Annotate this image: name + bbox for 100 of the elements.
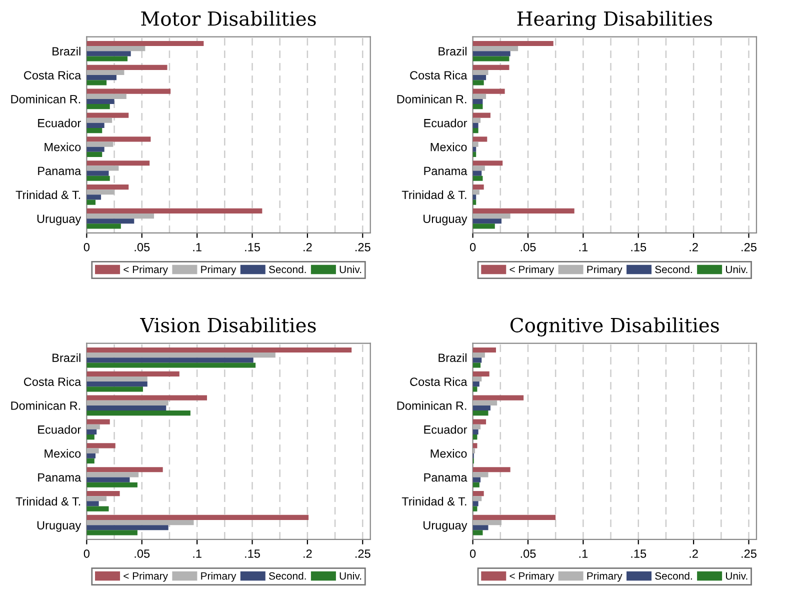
bar — [86, 56, 128, 62]
y-tick-label: Mexico — [44, 449, 81, 458]
bar — [86, 122, 104, 128]
x-tick-label: .2 — [304, 242, 312, 252]
legend-label: Second. — [655, 572, 692, 580]
y-tick-label: Uruguay — [424, 214, 468, 226]
y-tick-label: Brazil — [52, 46, 80, 56]
bar — [86, 51, 131, 56]
legend-label: Univ. — [726, 572, 748, 580]
bar — [472, 429, 478, 434]
y-tick-label: Panama — [38, 473, 82, 482]
bar — [86, 194, 102, 200]
bar — [86, 160, 150, 166]
x-tick-label: .1 — [193, 243, 202, 252]
x-tick-label: .1 — [579, 550, 588, 558]
bar — [472, 482, 480, 488]
bar — [86, 467, 163, 472]
bar — [472, 46, 518, 52]
y-tick-label: Uruguay — [37, 521, 82, 532]
bar — [472, 352, 485, 358]
bar — [86, 104, 110, 110]
bar — [86, 458, 94, 464]
bar — [472, 520, 502, 526]
y-tick-label: Mexico — [44, 142, 81, 152]
bar — [86, 112, 129, 118]
x-tick-label: .05 — [520, 242, 536, 252]
bar — [472, 208, 574, 214]
x-tick-label: .15 — [245, 550, 260, 558]
bar — [86, 170, 109, 176]
x-tick-label: .2 — [690, 242, 698, 252]
y-tick-label: Ecuador — [38, 118, 81, 128]
legend-label: Primary — [201, 265, 236, 276]
bar — [472, 75, 486, 80]
bar — [86, 477, 130, 482]
x-tick-label: 0 — [470, 242, 476, 252]
bar — [472, 448, 476, 454]
bar — [86, 362, 256, 368]
bar — [472, 142, 478, 147]
y-tick-label: Trinidad & T. — [16, 496, 80, 506]
x-tick-label: .25 — [356, 242, 370, 252]
chart-title: Vision Disabilities — [140, 317, 316, 332]
bar — [86, 200, 96, 205]
bar — [86, 443, 116, 448]
bar — [472, 136, 488, 142]
bar — [472, 128, 478, 134]
legend-label: < Primary — [124, 265, 168, 276]
bar — [86, 352, 276, 358]
bar — [472, 410, 488, 416]
bar — [86, 98, 114, 104]
bar — [86, 184, 129, 190]
bar — [472, 501, 478, 506]
bar — [472, 506, 478, 512]
legend-label: Univ. — [726, 265, 748, 274]
x-tick-label: 0 — [470, 549, 476, 558]
bar — [472, 371, 490, 376]
bar — [472, 491, 484, 496]
x-tick-label: .05 — [134, 549, 150, 558]
bar — [472, 166, 485, 171]
bar — [472, 176, 483, 181]
bar — [86, 218, 134, 224]
legend-label: Primary — [587, 265, 622, 276]
y-tick-label: Costa Rica — [410, 70, 468, 80]
y-tick-label: Dominican R. — [11, 401, 80, 410]
y-tick-label: Panama — [424, 473, 468, 482]
y-tick-label: Costa Rica — [410, 377, 468, 386]
bar — [86, 40, 204, 46]
chart-title: Cognitive Disabilities — [510, 317, 719, 336]
legend-label: Second. — [655, 265, 692, 274]
x-tick-label: .25 — [356, 549, 370, 558]
bar — [86, 419, 110, 424]
y-tick-label: Panama — [38, 166, 82, 176]
bar — [86, 525, 168, 530]
bar — [472, 472, 488, 478]
y-tick-label: Dominican R. — [397, 94, 466, 104]
legend-label: < Primary — [510, 265, 554, 276]
y-tick-label: Trinidad & T. — [402, 496, 466, 506]
bar — [472, 467, 510, 472]
y-tick-label: Mexico — [430, 142, 467, 152]
bar — [472, 200, 476, 205]
bar — [472, 104, 483, 110]
bar — [86, 482, 138, 488]
bar — [86, 146, 104, 152]
bar — [86, 80, 107, 86]
x-tick-label: 0 — [84, 549, 90, 558]
bar — [472, 118, 481, 123]
bar — [86, 214, 154, 219]
bar — [86, 142, 114, 147]
y-tick-label: Trinidad & T. — [16, 190, 80, 200]
bar — [86, 472, 139, 478]
bar — [472, 170, 482, 176]
bar — [472, 218, 502, 224]
bar — [86, 64, 168, 70]
bar — [86, 166, 119, 171]
bar — [472, 347, 496, 353]
bar — [472, 70, 488, 76]
bar — [86, 376, 148, 382]
bar — [472, 98, 483, 104]
bar — [472, 146, 476, 152]
bar — [86, 118, 112, 123]
bar — [472, 419, 486, 424]
